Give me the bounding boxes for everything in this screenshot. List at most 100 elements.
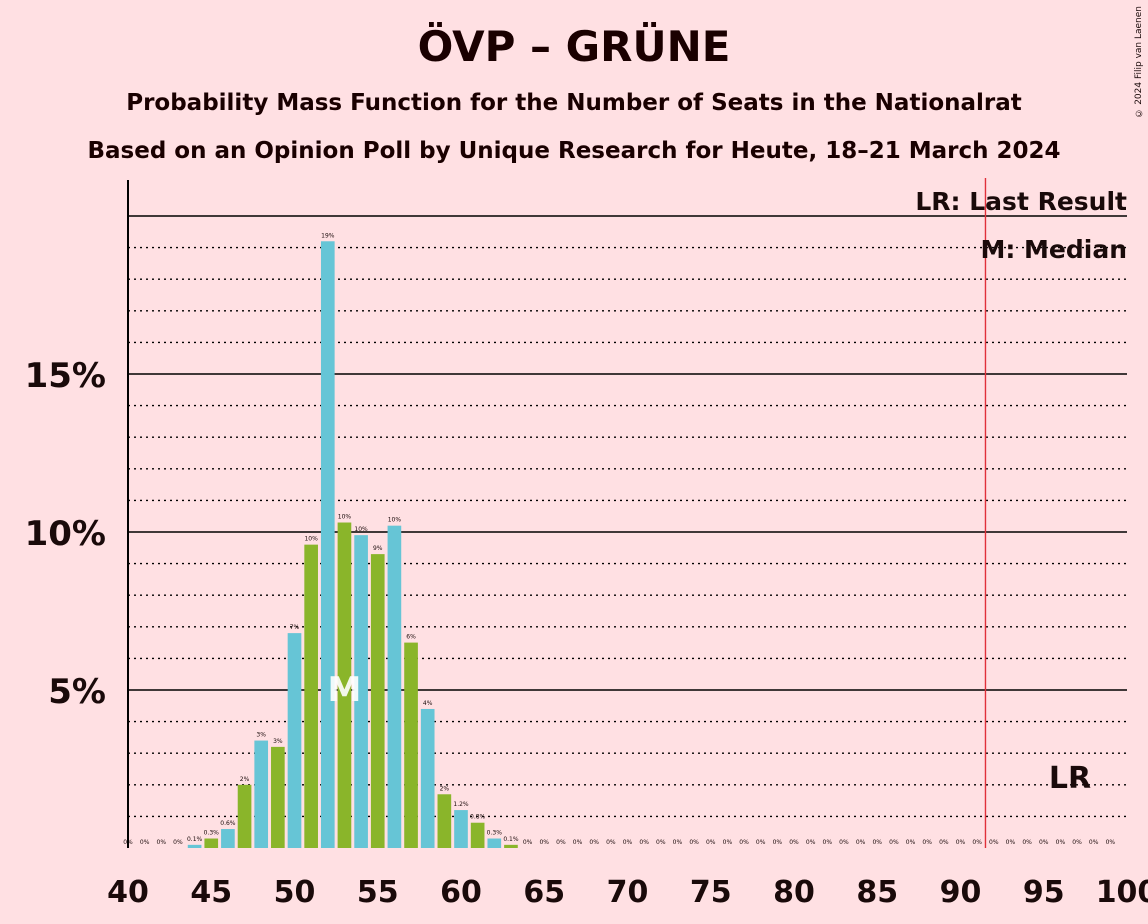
bar-label-92: 0% [989,839,999,846]
x-tick-label: 55 [357,875,399,910]
x-tick-label: 65 [523,875,565,910]
bar-label-83: 0% [839,839,849,846]
bar-60 [454,810,468,848]
bar-label-74: 0% [689,839,699,846]
bar-label-69: 0% [606,839,616,846]
bar-label-67: 0% [573,839,583,846]
grid-lines [128,215,1127,818]
bar-label-62: 0.3% [487,830,503,837]
bar-label-87: 0% [906,839,916,846]
bar-54 [354,535,368,848]
x-tick-label: 85 [856,875,898,910]
bar-label-95: 0% [1039,839,1049,846]
bar-59 [437,794,452,848]
x-tick-label: 100 [1096,875,1148,910]
bar-label-85: 0% [872,839,882,846]
bar-label-78: 0% [756,839,766,846]
bar-44 [187,844,202,848]
bar-57 [404,642,418,848]
bar-label-79: 0% [773,839,783,846]
bar-45 [204,838,219,848]
legend-median: M: Median [980,235,1127,264]
bar-label-58: 4% [423,700,433,707]
bar-label-86: 0% [889,839,899,846]
bar-label-96: 0% [1056,839,1066,846]
bar-label-89: 0% [939,839,949,846]
bar-label-48: 3% [256,732,266,739]
bar-56 [387,525,402,848]
bar-label-72: 0% [656,839,666,846]
bar-52 [320,241,335,848]
bar-label-54: 10% [354,526,368,533]
x-tick-label: 60 [440,875,482,910]
bar-label-45: 0.3% [204,830,220,837]
bar-labels: 0%0%0%0%0.1%0.3%0.6%2%3%3%7%10%19%10%10%… [123,232,1115,846]
bar-label-57: 6% [406,634,416,641]
x-tick-label: 75 [690,875,732,910]
bar-label-55: 9% [373,545,383,552]
bar-label-60: 1.2% [453,801,469,808]
bar-label-94: 0% [1022,839,1032,846]
x-tick-label: 80 [773,875,815,910]
legend-last-result: LR: Last Result [915,187,1127,216]
bar-49 [271,746,285,848]
bar-label-98: 0% [1089,839,1099,846]
bars [187,241,518,848]
y-tick-label: 10% [25,514,106,554]
bar-label-59: 2% [440,785,450,792]
bar-47 [237,784,252,848]
bar-label-80: 0% [789,839,799,846]
axes: 5% 10% 15% 40 45 50 55 60 65 70 75 80 85 90 95 100 [25,178,1148,910]
bar-62 [487,838,502,848]
bar-label-82: 0% [823,839,833,846]
chart-subtitle-source: Based on an Opinion Poll by Unique Resea… [87,138,1061,164]
bar-label-46: 0.6% [220,820,236,827]
bar-label-42: 0% [157,839,167,846]
bar-label-41: 0% [140,839,150,846]
bar-46 [221,829,235,848]
x-tick-label: 95 [1023,875,1065,910]
bar-label-93: 0% [1006,839,1016,846]
bar-label-61: 0.8% [470,814,486,821]
bar-label-50: 7% [290,624,300,631]
bar-label-99: 0% [1106,839,1116,846]
bar-label-64: 0% [523,839,533,846]
bar-label-71: 0% [639,839,649,846]
bar-61 [470,822,485,848]
bar-label-49: 3% [273,738,283,745]
x-tick-label: 90 [940,875,982,910]
bar-label-77: 0% [739,839,749,846]
x-tick-label: 40 [107,875,149,910]
bar-label-47: 2% [240,776,250,783]
bar-50 [287,633,302,848]
y-tick-label: 5% [48,672,106,712]
bar-label-88: 0% [922,839,932,846]
bar-label-76: 0% [723,839,733,846]
bar-label-75: 0% [706,839,716,846]
bar-label-70: 0% [623,839,633,846]
bar-label-84: 0% [856,839,866,846]
bar-label-73: 0% [673,839,683,846]
bar-label-97: 0% [1072,839,1082,846]
bar-label-91: 0% [972,839,982,846]
bar-58 [420,708,435,848]
bar-label-52: 19% [321,232,335,239]
chart-subtitle: Probability Mass Function for the Number… [126,90,1022,116]
bar-label-68: 0% [589,839,599,846]
x-tick-label: 70 [607,875,649,910]
x-tick-label: 45 [190,875,232,910]
bar-label-66: 0% [556,839,566,846]
bar-label-65: 0% [539,839,549,846]
bar-label-53: 10% [338,514,352,521]
bar-label-56: 10% [388,517,402,524]
chart-title: ÖVP – GRÜNE [417,22,731,71]
bar-51 [304,544,318,848]
last-result-marker: LR [1049,761,1091,796]
bar-48 [254,740,269,848]
bar-55 [370,554,385,848]
bar-label-51: 10% [304,536,318,543]
bar-53 [337,522,352,848]
bar-label-63: 0.1% [503,836,519,843]
bar-label-90: 0% [956,839,966,846]
